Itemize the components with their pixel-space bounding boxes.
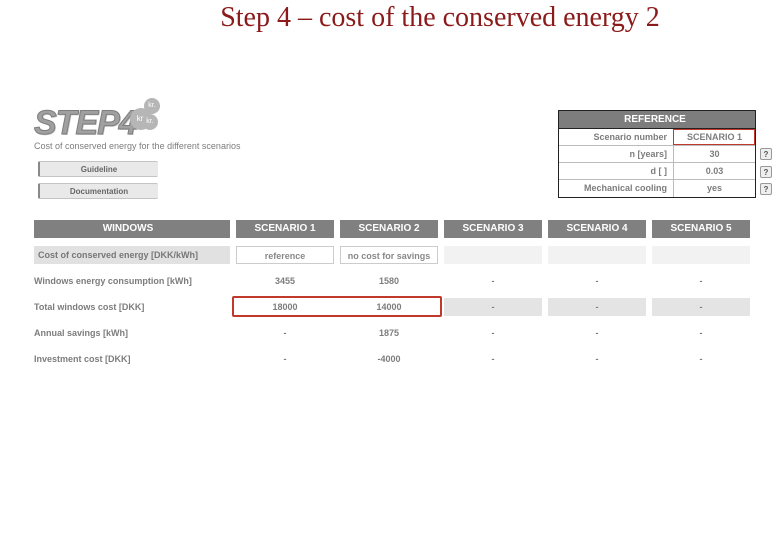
reference-header: REFERENCE bbox=[559, 111, 755, 129]
reference-row: Mechanical cooling yes bbox=[559, 180, 755, 197]
cell: 3455 bbox=[236, 272, 334, 290]
cell: reference bbox=[236, 246, 334, 264]
cell: - bbox=[444, 272, 542, 290]
cell: - bbox=[444, 298, 542, 316]
col-header: SCENARIO 2 bbox=[340, 220, 438, 238]
cell: no cost for savings bbox=[340, 246, 438, 264]
cell: 1875 bbox=[340, 324, 438, 342]
reference-label: Mechanical cooling bbox=[559, 180, 673, 197]
col-header: SCENARIO 3 bbox=[444, 220, 542, 238]
cell bbox=[652, 246, 750, 264]
row-label: Annual savings [kWh] bbox=[34, 324, 230, 342]
help-icon[interactable]: ? bbox=[760, 166, 772, 178]
reference-value[interactable]: yes bbox=[673, 180, 755, 197]
cell[interactable]: 14000 bbox=[340, 298, 438, 316]
row-label: Cost of conserved energy [DKK/kWh] bbox=[34, 246, 230, 264]
help-icon[interactable]: ? bbox=[760, 183, 772, 195]
kr-icon: kr. bbox=[142, 114, 158, 130]
kr-icon: kr. bbox=[144, 98, 160, 114]
cell: - bbox=[652, 298, 750, 316]
cell: - bbox=[652, 350, 750, 368]
page-title: Step 4 – cost of the conserved energy 2 bbox=[120, 0, 660, 34]
table-row: Cost of conserved energy [DKK/kWh] refer… bbox=[34, 246, 756, 264]
cell: 1580 bbox=[340, 272, 438, 290]
table-row: Total windows cost [DKK] 18000 14000 - -… bbox=[34, 298, 756, 316]
reference-value[interactable]: 30 bbox=[673, 146, 755, 162]
table-row: Windows energy consumption [kWh] 3455 15… bbox=[34, 272, 756, 290]
documentation-button[interactable]: Documentation bbox=[38, 183, 158, 199]
table-header-row: WINDOWS SCENARIO 1 SCENARIO 2 SCENARIO 3… bbox=[34, 220, 756, 238]
help-icon[interactable]: ? bbox=[760, 148, 772, 160]
cell: - bbox=[548, 350, 646, 368]
cell: - bbox=[236, 350, 334, 368]
col-header: SCENARIO 1 bbox=[236, 220, 334, 238]
cell: - bbox=[548, 272, 646, 290]
cell: - bbox=[548, 324, 646, 342]
reference-value[interactable]: SCENARIO 1 bbox=[673, 129, 755, 145]
cell: - bbox=[236, 324, 334, 342]
cell: -4000 bbox=[340, 350, 438, 368]
table-row: Investment cost [DKK] - -4000 - - - bbox=[34, 350, 756, 368]
reference-label: d [ ] bbox=[559, 163, 673, 179]
cell bbox=[548, 246, 646, 264]
reference-row: Scenario number SCENARIO 1 bbox=[559, 129, 755, 146]
col-header: SCENARIO 5 bbox=[652, 220, 750, 238]
scenario-table: WINDOWS SCENARIO 1 SCENARIO 2 SCENARIO 3… bbox=[34, 220, 756, 376]
reference-value[interactable]: 0.03 bbox=[673, 163, 755, 179]
reference-panel: REFERENCE Scenario number SCENARIO 1 n [… bbox=[558, 110, 756, 198]
table-row: Annual savings [kWh] - 1875 - - - bbox=[34, 324, 756, 342]
cell: - bbox=[652, 272, 750, 290]
cell: - bbox=[548, 298, 646, 316]
cell[interactable]: 18000 bbox=[236, 298, 334, 316]
row-label: Windows energy consumption [kWh] bbox=[34, 272, 230, 290]
col-header: SCENARIO 4 bbox=[548, 220, 646, 238]
reference-label: n [years] bbox=[559, 146, 673, 162]
cell bbox=[444, 246, 542, 264]
cell: - bbox=[444, 324, 542, 342]
reference-row: n [years] 30 bbox=[559, 146, 755, 163]
reference-label: Scenario number bbox=[559, 129, 673, 145]
col-header: WINDOWS bbox=[34, 220, 230, 238]
guideline-button[interactable]: Guideline bbox=[38, 161, 158, 177]
cell: - bbox=[444, 350, 542, 368]
reference-row: d [ ] 0.03 bbox=[559, 163, 755, 180]
row-label: Total windows cost [DKK] bbox=[34, 298, 230, 316]
cell: - bbox=[652, 324, 750, 342]
row-label: Investment cost [DKK] bbox=[34, 350, 230, 368]
step4-subtitle: Cost of conserved energy for the differe… bbox=[34, 141, 240, 151]
